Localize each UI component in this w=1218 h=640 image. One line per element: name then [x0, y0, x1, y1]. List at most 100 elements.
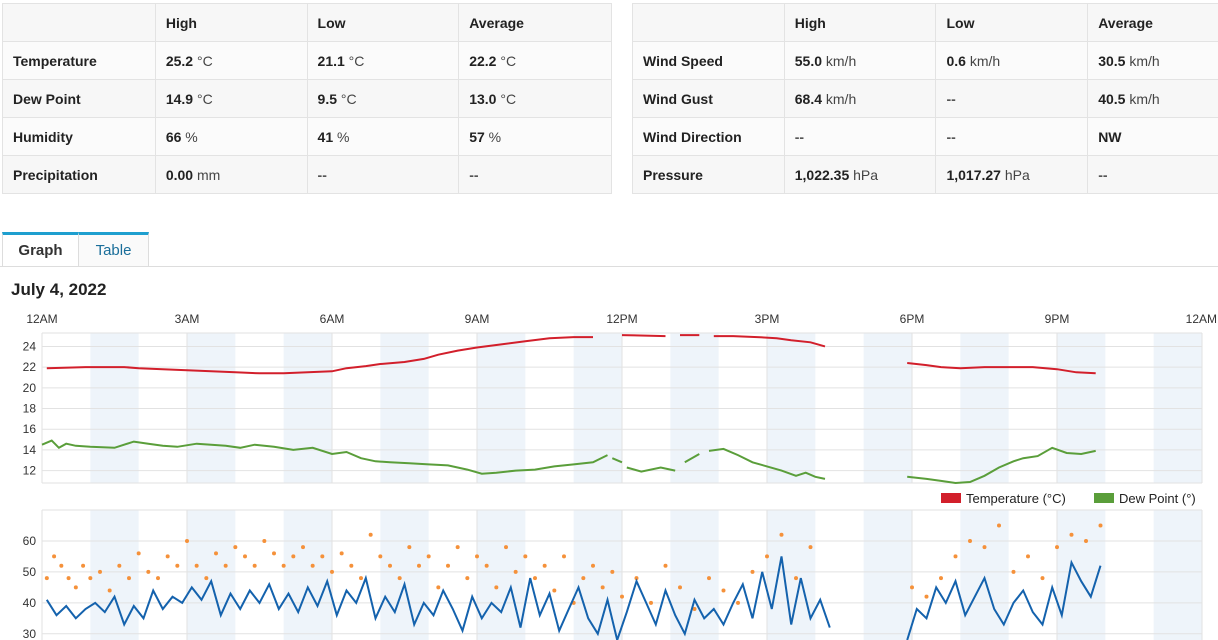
y-tick-label: 16 [23, 422, 37, 436]
wind-gust-point [610, 570, 614, 574]
right-header-cell: Low [936, 4, 1088, 42]
wind-gust-point [214, 551, 218, 555]
wind-gust-point [137, 551, 141, 555]
value-number: -- [795, 129, 804, 145]
wind-gust-point [601, 585, 605, 589]
wind-gust-point [552, 588, 556, 592]
hour-band [864, 510, 912, 640]
wind-gust-point [1084, 539, 1088, 543]
hour-band [960, 333, 1008, 483]
value-cell: 13.0 °C [459, 80, 612, 118]
wind-gust-point [983, 545, 987, 549]
wind-gust-point [523, 554, 527, 558]
value-cell: 68.4 km/h [784, 80, 936, 118]
wind-gust-point [378, 554, 382, 558]
hour-band [574, 510, 622, 640]
hour-band [90, 510, 138, 640]
wind-gust-point [925, 595, 929, 599]
wind-gust-point [809, 545, 813, 549]
wind-gust-point [301, 545, 305, 549]
temperature-line [622, 335, 666, 336]
value-cell: -- [936, 118, 1088, 156]
hour-band [187, 510, 235, 640]
value-cell: 40.5 km/h [1088, 80, 1218, 118]
value-cell: 1,022.35 hPa [784, 156, 936, 194]
wind-gust-point [166, 554, 170, 558]
wind-gust-point [1041, 576, 1045, 580]
wind-gust-point [127, 576, 131, 580]
wind-gust-point [388, 564, 392, 568]
wind-gust-point [146, 570, 150, 574]
wind-gust-point [678, 585, 682, 589]
wind-gust-point [262, 539, 266, 543]
wind-gust-point [1055, 545, 1059, 549]
row-label: Precipitation [3, 156, 156, 194]
wind-gust-point [282, 564, 286, 568]
wind-gust-point [722, 588, 726, 592]
wind-gust-point [175, 564, 179, 568]
wind-gust-point [794, 576, 798, 580]
value-number: 66 [166, 129, 182, 145]
y-tick-label: 12 [23, 464, 37, 478]
wind-gust-point [59, 564, 63, 568]
wind-gust-point [485, 564, 489, 568]
value-cell: NW [1088, 118, 1218, 156]
y-tick-label: 50 [23, 565, 37, 579]
wind-gust-point [117, 564, 121, 568]
value-unit: °C [337, 91, 357, 107]
wind-gust-point [98, 570, 102, 574]
hour-band [90, 333, 138, 483]
value-number: 21.1 [318, 53, 345, 69]
chart-date-title: July 4, 2022 [11, 280, 106, 300]
left-header-cell: Low [307, 4, 459, 42]
row-label: Pressure [633, 156, 785, 194]
x-tick-label: 3PM [755, 312, 780, 326]
value-number: -- [1098, 167, 1107, 183]
value-cell: -- [1088, 156, 1218, 194]
value-number: 55.0 [795, 53, 822, 69]
value-cell: 14.9 °C [155, 80, 307, 118]
value-number: -- [946, 91, 955, 107]
wind-gust-point [108, 588, 112, 592]
wind-gust-point [243, 554, 247, 558]
value-unit: °C [496, 53, 516, 69]
value-number: -- [318, 167, 327, 183]
wind-gust-point [156, 576, 160, 580]
hour-band [1154, 333, 1202, 483]
row-label: Dew Point [3, 80, 156, 118]
value-number: 0.6 [946, 53, 965, 69]
value-number: 41 [318, 129, 334, 145]
wind-gust-point [649, 601, 653, 605]
tab-graph[interactable]: Graph [2, 232, 79, 267]
x-tick-label: 12AM [26, 312, 57, 326]
value-unit: km/h [1125, 53, 1159, 69]
wind-gust-point [204, 576, 208, 580]
hour-band [477, 333, 525, 483]
value-unit: hPa [849, 167, 878, 183]
legend-dew-point-swatch [1094, 493, 1114, 503]
table-row: Wind Direction----NW [633, 118, 1218, 156]
hour-band [284, 510, 332, 640]
value-unit: % [333, 129, 349, 145]
value-unit: km/h [822, 53, 856, 69]
hour-band [187, 333, 235, 483]
value-cell: 41 % [307, 118, 459, 156]
y-tick-label: 30 [23, 627, 37, 640]
right-header-cell: Average [1088, 4, 1218, 42]
x-tick-label: 6AM [320, 312, 345, 326]
wind-gust-point [52, 554, 56, 558]
value-cell: 9.5 °C [307, 80, 459, 118]
wind-gust-point [562, 554, 566, 558]
wind-gust-point [1099, 523, 1103, 527]
wind-gust-point [707, 576, 711, 580]
value-number: 30.5 [1098, 53, 1125, 69]
tab-table[interactable]: Table [79, 232, 149, 266]
value-number: 40.5 [1098, 91, 1125, 107]
wind-gust-point [233, 545, 237, 549]
wind-gust-point [494, 585, 498, 589]
wind-gust-point [910, 585, 914, 589]
wind-gust-point [475, 554, 479, 558]
